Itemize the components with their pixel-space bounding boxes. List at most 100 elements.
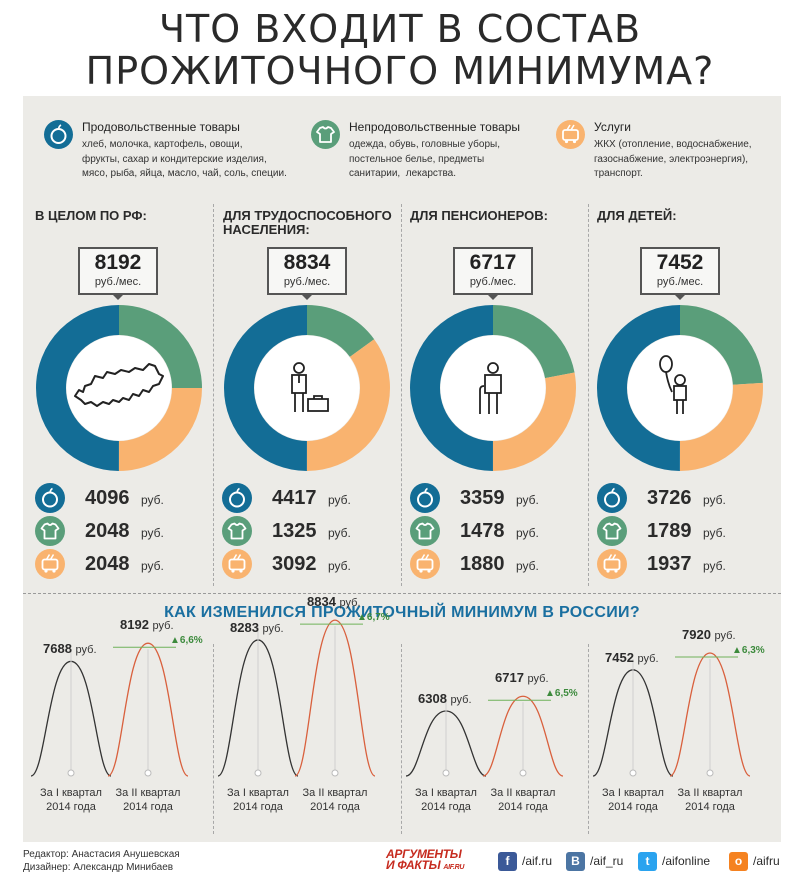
tshirt-icon [410,516,440,546]
breakdown-unit: руб. [516,559,539,573]
social-link[interactable]: o/aifru [729,850,780,872]
page-title: ЧТО ВХОДИТ В СОСТАВ ПРОЖИТОЧНОГО МИНИМУМ… [0,8,800,92]
q1-value: 7452 руб. [605,649,659,665]
distribution-curve [482,695,564,777]
distribution-curve [294,619,376,777]
worker-icon [291,362,329,412]
social-label: /aif_ru [590,854,624,868]
group-pictures [74,355,687,414]
q2-value: 8192 руб. [120,617,174,633]
social-link[interactable]: t/aifonline [638,850,710,872]
breakdown-value: 4096 [85,487,130,509]
curve-marker [629,769,637,777]
tshirt-icon [311,120,340,149]
donut-slice [597,305,763,471]
donut-slice [224,305,390,471]
logo-line-2: И ФАКТЫ [386,858,441,872]
social-link[interactable]: B/aif_ru [566,850,623,872]
legend-food-desc: хлеб, молочка, картофель, овощи, фрукты,… [82,139,287,179]
total-unit: руб./мес. [656,276,704,288]
odnoklassniki-icon: o [729,852,748,872]
breakdown-unit: руб. [141,493,164,507]
growth-percent: ▲6,5% [545,688,578,700]
q1-label: За I квартал 2014 года [602,787,664,813]
social-link[interactable]: f/aif.ru [498,850,552,872]
q2-unit: руб. [339,597,361,610]
legend-goods-desc: одежда, обувь, головные уборы, постельно… [349,139,500,179]
total-value: 8834 [283,251,331,274]
apple-icon [44,120,73,149]
total-value: 7452 [656,251,704,274]
q2-value: 8834 руб. [307,594,361,610]
designer-credit: Дизайнер: Александр Минибаев [23,862,174,873]
tshirt-icon [35,516,65,546]
pensioner-icon [479,362,502,414]
breakdown-unit: руб. [516,493,539,507]
group-header-children: ДЛЯ ДЕТЕЙ: [597,208,677,223]
total-unit: руб./мес. [94,276,142,288]
legend-goods: Непродовольственные товары одежда, обувь… [311,118,551,188]
legend-services-name: Услуги [594,120,631,134]
breakdown-row: 1937 руб. [597,549,767,579]
breakdown-value: 1478 [460,520,505,542]
change-title: КАК ИЗМЕНИЛСЯ ПРОЖИТОЧНЫЙ МИНИМУМ В РОСС… [164,604,640,621]
trolleybus-icon [35,549,65,579]
column-divider [213,204,214,586]
twitter-icon: t [638,852,657,872]
column-divider [588,644,589,834]
q1-unit: руб. [637,652,659,665]
total-box-children: 7452 руб./мес. [640,247,720,300]
trolleybus-icon [597,549,627,579]
q1-value: 7688 руб. [43,641,97,657]
legend-food-name: Продовольственные товары [82,120,240,134]
breakdown-unit: руб. [328,526,351,540]
donut-slice [597,305,763,471]
curve-marker [331,769,339,777]
breakdown-unit: руб. [703,493,726,507]
legend-services: Услуги ЖКХ (отопление, водоснабжение, га… [556,118,781,188]
q1-unit: руб. [262,622,284,635]
aif-logo[interactable]: АРГУМЕНТЫ И ФАКТЫ AIF.RU [386,848,464,873]
column-divider [401,204,402,586]
credits: Редактор: Анастасия Анушевская Дизайнер:… [23,848,180,874]
apple-icon [597,483,627,513]
facebook-icon: f [498,852,517,872]
q2-label: За II квартал 2014 года [677,787,743,813]
donut-slice [36,305,202,471]
q2-unit: руб. [152,620,174,633]
breakdown-value: 3359 [460,487,505,509]
q2-value: 6717 руб. [495,670,549,686]
breakdown-row: 4417 руб. [222,483,392,513]
donut-slice [224,305,390,471]
total-value: 6717 [469,251,517,274]
breakdown-value: 2048 [85,520,130,542]
donut-slice [410,305,576,471]
social-label: /aifru [753,854,780,868]
trolleybus-icon [222,549,252,579]
apple-icon [222,483,252,513]
q1-value: 6308 руб. [418,690,472,706]
breakdown-value: 4417 [272,487,317,509]
breakdown-row: 3359 руб. [410,483,580,513]
q2-value: 7920 руб. [682,626,736,642]
total-unit: руб./мес. [283,276,331,288]
q1-label: За I квартал 2014 года [40,787,102,813]
breakdown-row: 3092 руб. [222,549,392,579]
donut-center [440,335,546,441]
donut-slice [36,305,202,471]
social-label: /aif.ru [522,854,553,868]
breakdown-row: 2048 руб. [35,549,205,579]
curve-marker [254,769,262,777]
q1-unit: руб. [75,644,97,657]
q2-label: За II квартал 2014 года [490,787,556,813]
curve-marker [144,769,152,777]
social-label: /aifonline [662,854,711,868]
curve-marker [706,769,714,777]
q2-label: За II квартал 2014 года [302,787,368,813]
trolleybus-icon [556,120,585,149]
breakdown-value: 1325 [272,520,317,542]
donut-charts [36,305,763,471]
breakdown-value: 3092 [272,553,317,575]
breakdown-unit: руб. [328,559,351,573]
editor-credit: Редактор: Анастасия Анушевская [23,849,180,860]
